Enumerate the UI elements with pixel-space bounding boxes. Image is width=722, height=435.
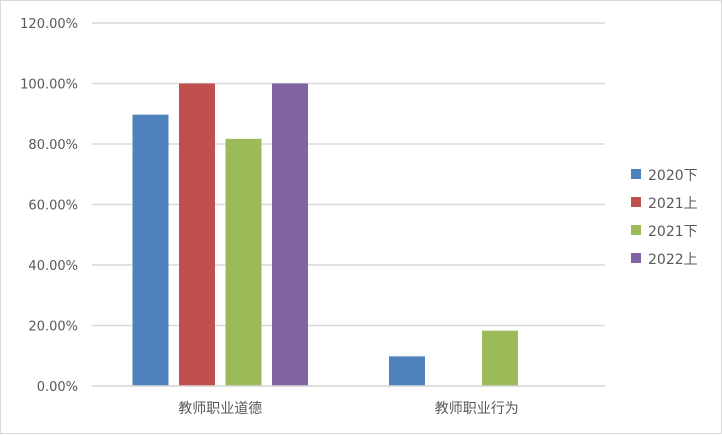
bar-2022上 (272, 83, 308, 386)
legend-swatch (631, 225, 641, 235)
y-tick-label: 20.00% (28, 320, 78, 335)
legend-swatch (631, 197, 641, 207)
legend-label: 2021下 (648, 224, 698, 240)
legend-swatch (631, 169, 641, 179)
bar-2021下 (225, 138, 262, 386)
y-tick-label: 60.00% (28, 199, 78, 214)
legend-label: 2022上 (648, 252, 698, 268)
bar-2021上 (179, 83, 215, 386)
y-tick-label: 120.00% (20, 17, 78, 32)
y-tick-label: 80.00% (28, 138, 78, 153)
y-tick-label: 0.00% (37, 380, 78, 395)
legend-swatch (631, 253, 641, 263)
y-tick-label: 100.00% (20, 78, 78, 93)
bar-2021下 (482, 330, 518, 386)
legend-label: 2021上 (648, 196, 698, 212)
bar-2020下 (132, 114, 169, 386)
x-category-label: 教师职业道德 (178, 401, 262, 417)
x-category-label: 教师职业行为 (435, 401, 519, 417)
bar-2020下 (389, 356, 425, 386)
legend-label: 2020下 (648, 168, 698, 184)
y-tick-label: 40.00% (28, 259, 78, 274)
